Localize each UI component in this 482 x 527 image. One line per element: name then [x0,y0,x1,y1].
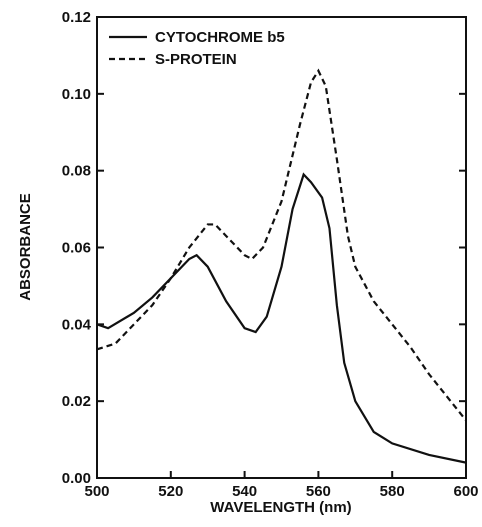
y-tick-label: 0.10 [62,86,91,103]
y-tick-label: 0.06 [62,240,91,257]
line-series [96,172,467,464]
y-tick-label: 0.08 [62,163,91,180]
x-tick-label: 600 [453,483,478,500]
x-tick-label: 580 [380,483,405,500]
legend-label: S-PROTEIN [155,51,237,68]
y-tick-label: 0.12 [62,9,91,26]
x-axis-label: WAVELENGTH (nm) [210,499,351,516]
y-tick-label: 0.04 [62,316,92,333]
y-axis-label: ABSORBANCE [17,193,34,301]
x-tick-label: 540 [232,483,257,500]
x-tick-label: 520 [158,483,183,500]
y-tick-label: 0.00 [62,470,91,487]
x-tick-label: 560 [306,483,331,500]
y-tick-label: 0.02 [62,393,91,410]
plot-frame [96,16,467,479]
line-series [96,68,467,422]
legend-label: CYTOCHROME b5 [155,29,285,46]
x-tick-label: 500 [84,483,109,500]
